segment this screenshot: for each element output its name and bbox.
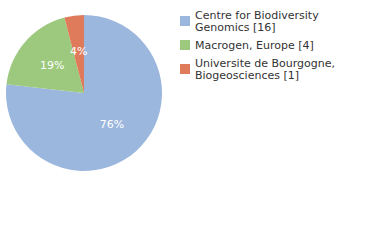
svg-text:19%: 19% <box>40 59 64 72</box>
svg-text:Genomics [16]: Genomics [16] <box>195 21 276 34</box>
svg-text:Universite de Bourgogne,: Universite de Bourgogne, <box>195 56 339 70</box>
svg-text:Biogeosciences [1]: Biogeosciences [1] <box>195 69 299 82</box>
svg-text:Macrogen, Europe [4]: Macrogen, Europe [4] <box>195 39 314 52</box>
svg-text:76%: 76% <box>100 118 124 131</box>
svg-text:Centre for Biodiversity: Centre for Biodiversity <box>195 8 323 22</box>
svg-text:4%: 4% <box>70 45 87 58</box>
